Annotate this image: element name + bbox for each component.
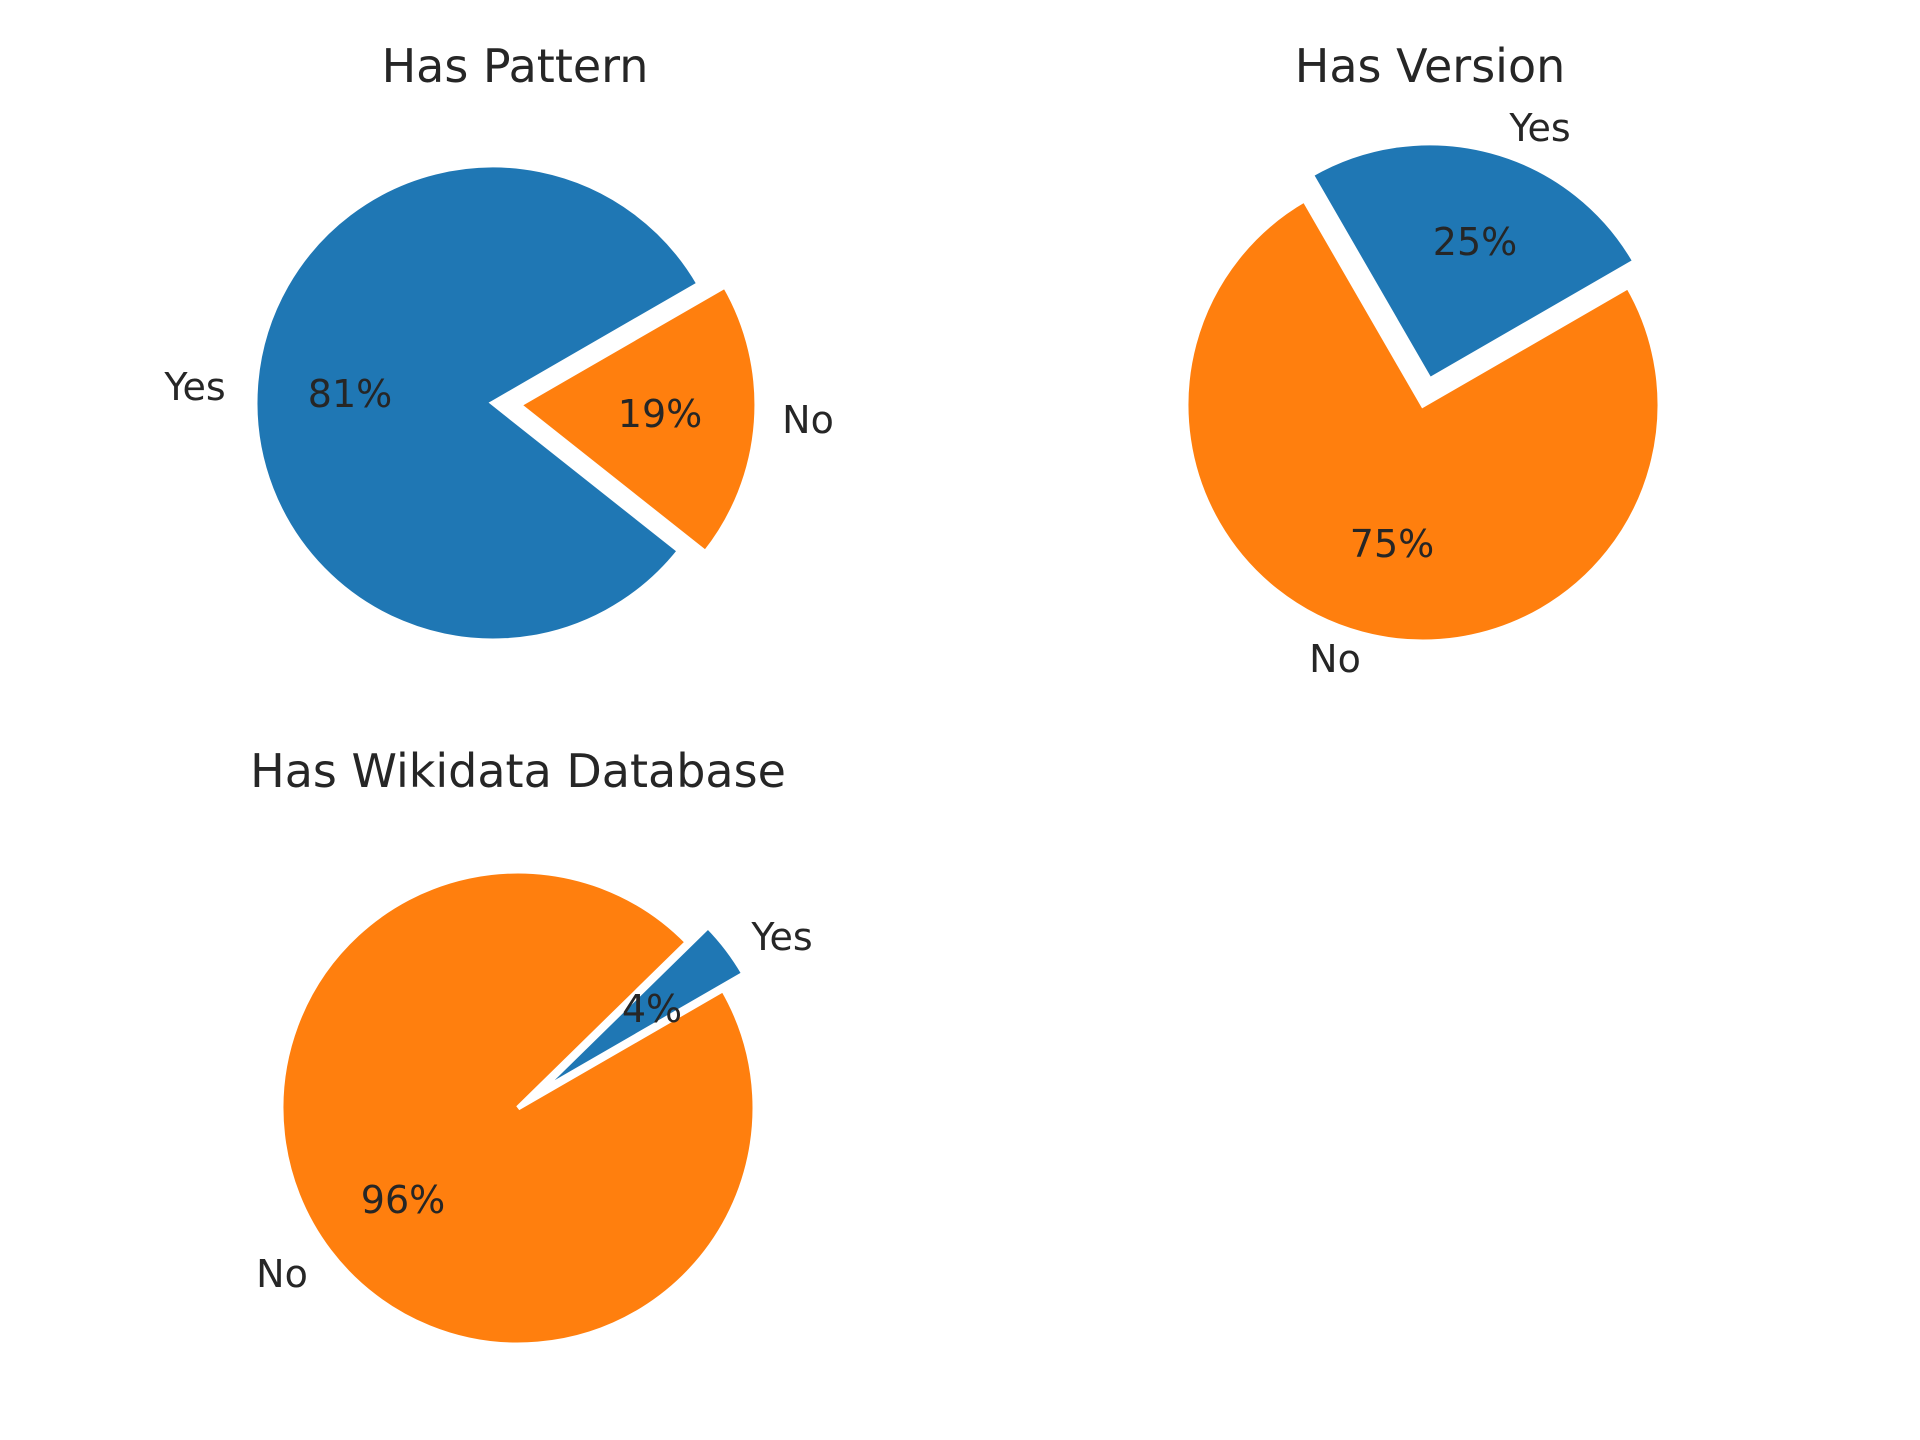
slice-percent-label-no: 75% (1350, 522, 1434, 566)
pie-has-wikidata-database: Has Wikidata Database Yes No 4% 96% (250, 744, 813, 1348)
pie-slices (1183, 140, 1663, 645)
slice-percent-label-yes: 25% (1433, 220, 1517, 264)
pie-title: Has Pattern (382, 39, 649, 93)
pie-slice-no (1183, 196, 1663, 645)
pie-has-version: Has Version Yes No 25% 75% (1183, 39, 1663, 681)
slice-category-label-yes: Yes (1508, 106, 1570, 150)
pie-has-pattern: Has Pattern Yes No 81% 19% (163, 39, 834, 644)
slice-percent-label-yes: 81% (308, 372, 392, 416)
slice-percent-label-no: 19% (618, 392, 702, 436)
pie-slice-no (278, 868, 758, 1348)
slice-category-label-no: No (782, 398, 834, 442)
pie-title: Has Wikidata Database (250, 744, 786, 798)
pie-title: Has Version (1295, 39, 1566, 93)
slice-percent-label-yes: 4% (622, 987, 682, 1031)
pie-slices (252, 162, 760, 644)
slice-percent-label-no: 96% (361, 1178, 445, 1222)
pie-slice-yes (1307, 140, 1639, 384)
slice-category-label-yes: Yes (750, 915, 812, 959)
pie-slice-yes (252, 162, 703, 644)
slice-category-label-no: No (256, 1252, 308, 1296)
slice-category-label-yes: Yes (163, 365, 225, 409)
pie-slice-no (514, 282, 760, 557)
pie-slices (278, 868, 758, 1348)
slice-category-label-no: No (1309, 637, 1361, 681)
pie-slice-yes (536, 922, 748, 1095)
